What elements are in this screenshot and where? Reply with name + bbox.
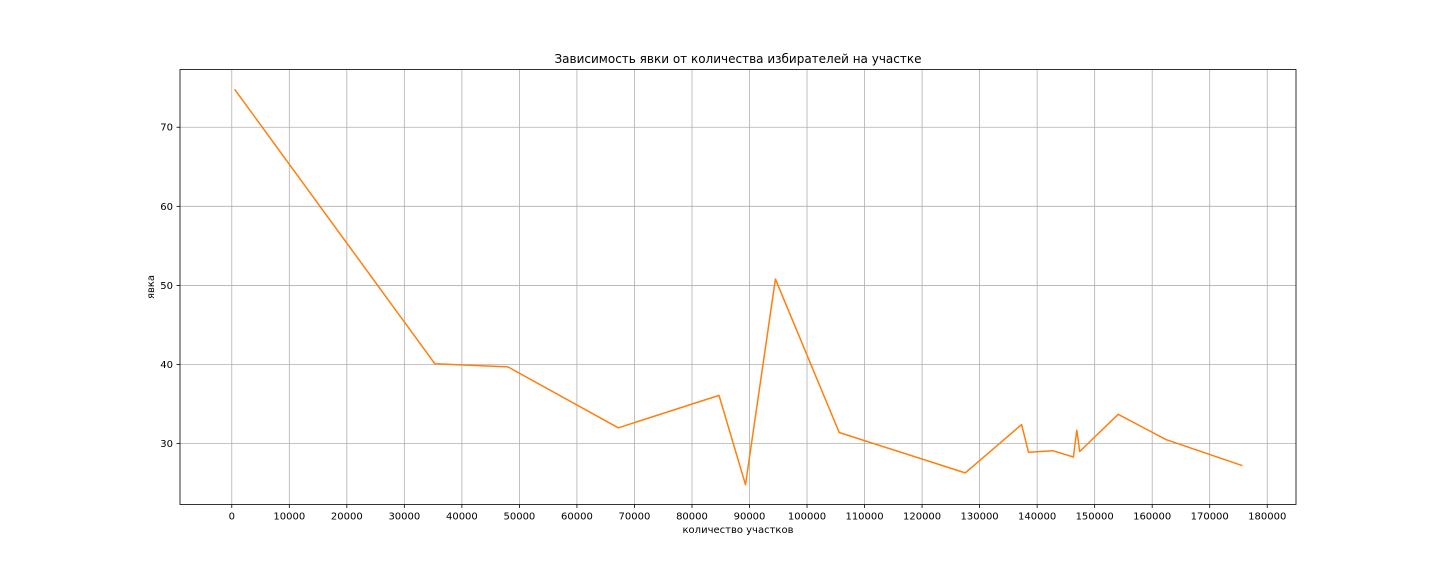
x-tick-label: 0	[229, 512, 235, 523]
x-tick-label: 60000	[561, 512, 593, 523]
x-tick-label: 40000	[446, 512, 478, 523]
x-axis-label: количество участков	[683, 525, 794, 536]
x-tick-label: 10000	[273, 512, 305, 523]
series-line	[233, 88, 1243, 486]
y-axis-label: явка	[146, 275, 157, 299]
plot-frame	[179, 69, 1297, 505]
x-tick-label: 120000	[903, 512, 941, 523]
y-tick-label: 40	[160, 360, 173, 371]
y-tick-label: 70	[160, 123, 173, 134]
x-tick-label: 150000	[1076, 512, 1114, 523]
x-tick-label: 80000	[676, 512, 708, 523]
x-tick-label: 130000	[961, 512, 999, 523]
x-tick-label: 170000	[1191, 512, 1229, 523]
y-tick-label: 50	[160, 281, 173, 292]
x-tick-label: 140000	[1018, 512, 1056, 523]
x-tick-label: 110000	[845, 512, 883, 523]
series-layer	[233, 88, 1243, 486]
x-tick-label: 160000	[1133, 512, 1171, 523]
x-tick-label: 180000	[1248, 512, 1286, 523]
x-tick-label: 70000	[619, 512, 651, 523]
grid	[180, 69, 1296, 505]
x-tick-label: 100000	[788, 512, 826, 523]
chart-title: Зависимость явки от количества избирател…	[554, 52, 921, 66]
x-tick-label: 20000	[331, 512, 363, 523]
x-tick-label: 90000	[734, 512, 766, 523]
ticks: 0 10000 20000 30000 40000 50000 60000 70000 8000…	[160, 123, 1286, 523]
x-tick-label: 50000	[503, 512, 535, 523]
y-tick-label: 60	[160, 202, 173, 213]
y-tick-label: 30	[160, 439, 173, 450]
x-tick-label: 30000	[388, 512, 420, 523]
